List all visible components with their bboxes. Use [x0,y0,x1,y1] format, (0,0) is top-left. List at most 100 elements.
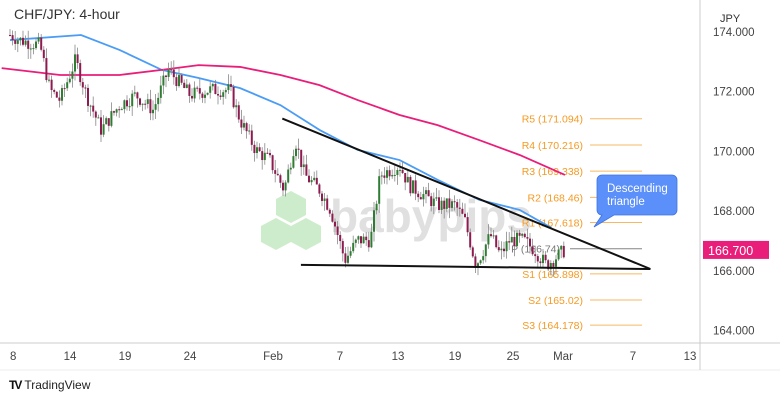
candle-up [123,100,126,110]
watermark-cube-icon [276,191,306,223]
candle-up [292,156,295,168]
candle-down [40,37,43,50]
candle-up [133,92,136,94]
candle-down [53,89,56,92]
candle-down [513,236,516,247]
candle-down [191,95,193,99]
candle-down [503,248,505,252]
candle-up [71,71,74,79]
candle-down [266,152,269,154]
candle-up [178,75,180,87]
candle-up [357,236,360,240]
candle-up [19,37,22,41]
candle-down [508,241,511,243]
candle-down [300,149,303,168]
candle-down [253,144,256,154]
candle-down [201,93,204,98]
candle-down [344,253,347,263]
candle-down [45,58,48,81]
candle-up [425,190,427,195]
price-axis[interactable]: JPY 174.000 172.000 170.000 168.000 166.000 16… [703,13,769,338]
x-tick-label: 14 [64,351,77,363]
candle-down [388,170,391,177]
candle-up [227,84,230,91]
pivot-label: S3 (164.178) [522,320,583,332]
candle-down [22,37,24,45]
candle-up [120,109,123,111]
candle-down [438,197,440,210]
tradingview-brand[interactable]: TV TradingView [9,378,90,392]
candle-up [284,182,287,191]
candle-down [188,84,191,96]
candle-up [115,109,118,113]
candle-down [139,98,141,105]
candle-down [149,99,152,114]
trendlines[interactable] [281,117,651,271]
y-tick-label: 174.000 [713,27,755,39]
callout-text-line2: triangle [607,196,645,208]
candle-up [224,90,227,93]
candle-down [490,234,492,237]
candle-down [305,164,308,176]
candle-down [261,151,264,161]
candle-down [126,100,128,107]
candle-down [523,233,526,238]
candle-up [451,201,453,208]
candle-up [432,198,435,207]
candle-down [308,175,310,183]
candle-up [479,260,482,264]
chart-title: CHF/JPY: 4-hour [14,6,120,22]
moving-average-pink [1,64,566,176]
candle-up [68,78,71,83]
candle-down [474,256,477,268]
x-tick-label: Mar [553,351,573,363]
tradingview-label: TradingView [24,378,91,392]
candle-up [185,84,188,88]
watermark-cube-icon [291,218,321,250]
x-tick-label: 19 [449,351,462,363]
candle-down [81,82,84,88]
candle-down [274,170,277,174]
candle-up [310,180,313,183]
candle-down [84,87,87,89]
candle-down [50,79,53,90]
candle-up [248,130,251,132]
candle-down [401,169,404,174]
candle-up [97,117,100,119]
candle-down [14,40,17,44]
candle-up [352,242,355,252]
x-tick-label: 25 [507,351,520,363]
candle-up [380,175,383,177]
candle-down [526,237,529,239]
x-tick-label: 13 [392,351,405,363]
candle-down [326,198,329,210]
time-axis[interactable]: 8 14 19 24 Feb 7 13 19 25 Mar 7 13 [10,351,696,363]
candle-down [539,261,542,264]
x-tick-label: 19 [119,351,132,363]
candle-down [165,75,167,77]
candle-down [219,95,222,97]
y-tick-label: 172.000 [713,87,755,99]
support-trendline [300,263,651,271]
candle-up [37,37,40,42]
candle-up [110,111,113,126]
candle-down [136,92,139,99]
candle-up [263,152,266,161]
candle-up [406,176,409,183]
candle-down [495,235,498,248]
candle-down [367,240,370,248]
candle-up [492,235,495,237]
candle-down [531,246,534,255]
candle-down [76,54,79,64]
candle-down [92,105,95,112]
candle-up [128,106,131,108]
candle-up [105,118,108,125]
candle-down [427,190,430,197]
candle-up [555,259,557,267]
candle-up [412,180,414,194]
candle-down [217,94,219,96]
candle-down [258,147,261,152]
candle-up [66,82,69,89]
candle-down [365,236,368,241]
